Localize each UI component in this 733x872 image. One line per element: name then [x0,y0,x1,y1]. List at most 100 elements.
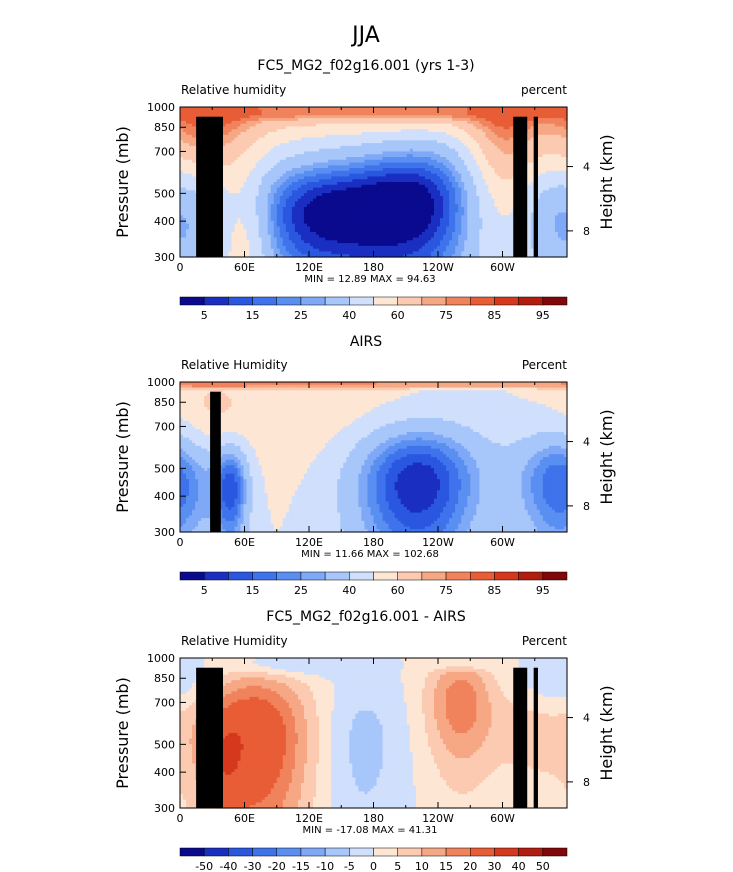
field-cell [406,109,411,114]
field-cell [352,109,356,114]
field-cell [201,112,205,116]
field-cell [470,109,474,114]
field-cell [306,123,311,128]
field-cell [488,109,493,114]
field-cell [476,107,480,111]
field-cell [473,120,477,125]
field-cell [346,115,350,119]
field-cell [198,107,202,111]
field-cell [379,112,384,116]
field-cell [433,109,438,114]
field-cell [464,123,468,128]
field-cell [331,115,335,119]
field-cell [255,115,260,119]
field-cell [494,107,499,111]
field-cell [554,115,559,119]
variable-label: Relative humidity [181,83,286,97]
field-cell [319,120,323,125]
field-cell [267,109,272,114]
field-cell [279,123,284,128]
field-cell [421,109,426,114]
field-cell [449,107,453,111]
field-cell [186,120,190,125]
field-cell [355,112,359,116]
field-cell [273,120,278,125]
field-cell [436,123,441,128]
field-cell [285,123,290,128]
field-cell [497,109,502,114]
field-cell [334,112,338,116]
field-cell [270,123,275,128]
field-cell [225,126,229,130]
field-cell [270,120,275,125]
field-cell [557,115,562,119]
field-cell [328,118,332,122]
field-cell [427,107,432,111]
field-cell [361,115,366,119]
field-cell [355,118,359,122]
field-cell [261,118,266,122]
field-cell [394,107,399,111]
field-cell [424,115,429,119]
field-cell [397,109,402,114]
field-cell [415,126,420,130]
field-cell [349,126,353,130]
field-cell [237,112,242,116]
field-cell [548,112,553,116]
field-cell [467,107,471,111]
field-cell [373,112,378,116]
field-cell [479,120,483,125]
field-cell [533,112,538,116]
field-cell [186,115,190,119]
field-cell [195,109,199,114]
field-cell [264,120,269,125]
field-cell [403,118,408,122]
field-cell [497,115,502,119]
field-cell [288,123,293,128]
field-cell [358,118,362,122]
field-cell [183,126,187,130]
field-cell [406,126,411,130]
field-cell [231,123,236,128]
field-cell [316,120,320,125]
field-cell [400,120,405,125]
field-cell [521,107,526,111]
field-cell [376,120,381,125]
field-cell [449,123,453,128]
field-cell [361,118,366,122]
field-cell [548,107,553,111]
field-cell [246,115,251,119]
field-cell [376,109,381,114]
field-cell [436,107,441,111]
field-cell [361,120,366,125]
field-cell [180,126,184,130]
field-cell [370,120,375,125]
field-cell [252,107,257,111]
field-cell [388,120,393,125]
field-cell [473,109,477,114]
field-cell [443,107,447,111]
field-cell [331,109,335,114]
field-cell [400,126,405,130]
field-cell [479,109,483,114]
field-cell [343,120,347,125]
field-cell [530,120,535,125]
field-cell [300,123,305,128]
field-cell [464,120,468,125]
field-cell [421,115,426,119]
field-cell [189,112,193,116]
field-cell [237,109,242,114]
field-cell [222,112,226,116]
field-cell [430,123,435,128]
field-cell [267,123,272,128]
field-cell [485,109,489,114]
field-cell [421,107,426,111]
field-cell [319,126,323,130]
field-cell [334,115,338,119]
field-cell [563,120,568,125]
field-cell [563,123,568,128]
field-cell [391,123,396,128]
field-cell [482,118,486,122]
field-cell [364,118,369,122]
field-cell [249,118,254,122]
